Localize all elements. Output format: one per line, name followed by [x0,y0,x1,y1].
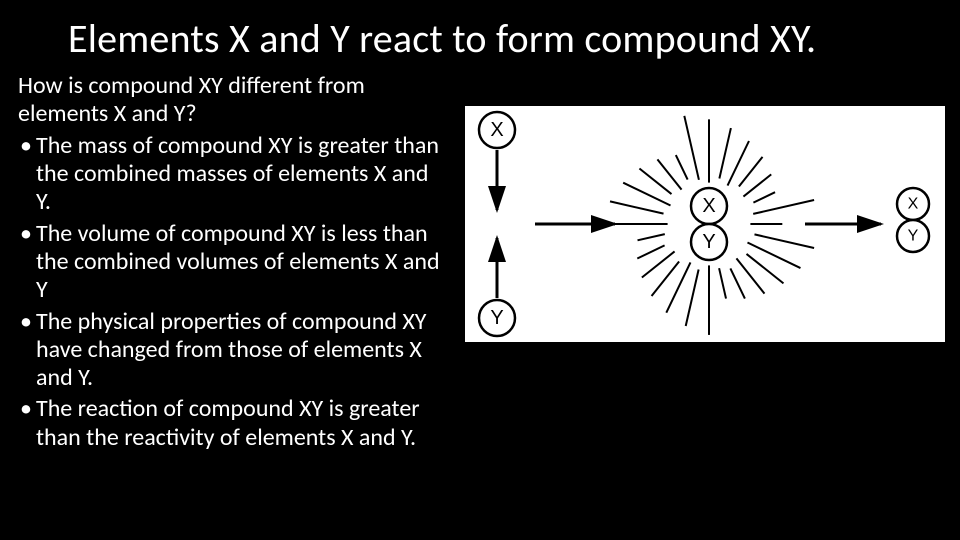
bullet-marker: • [18,220,36,305]
atom-label-Y_in: Y [490,307,503,329]
question-text: How is compound XY different from elemen… [18,72,448,129]
reaction-diagram: XYXYXY [465,106,945,342]
bullet-text: The mass of compound XY is greater than … [36,132,448,217]
atom-label-X_out: X [908,196,919,213]
bullet-item: • The mass of compound XY is greater tha… [18,132,448,217]
bullet-marker: • [18,132,36,217]
bullet-marker: • [18,308,36,393]
bullet-text: The volume of compound XY is less than t… [36,220,448,305]
bullet-item: • The physical properties of compound XY… [18,308,448,393]
atom-label-X_mid: X [702,195,715,217]
slide-body: How is compound XY different from elemen… [18,72,448,452]
bullet-text: The physical properties of compound XY h… [36,308,448,393]
bullet-text: The reaction of compound XY is greater t… [36,395,448,452]
reaction-diagram-svg: XYXYXY [465,106,945,342]
atom-label-X_in: X [490,119,503,141]
slide-title: Elements X and Y react to form compound … [68,14,940,63]
bullet-item: • The reaction of compound XY is greater… [18,395,448,452]
atom-label-Y_out: Y [908,228,919,245]
reaction-arrows [497,150,881,298]
bullet-marker: • [18,395,36,452]
bullet-item: • The volume of compound XY is less than… [18,220,448,305]
atom-label-Y_mid: Y [702,231,715,253]
slide: Elements X and Y react to form compound … [0,0,960,540]
